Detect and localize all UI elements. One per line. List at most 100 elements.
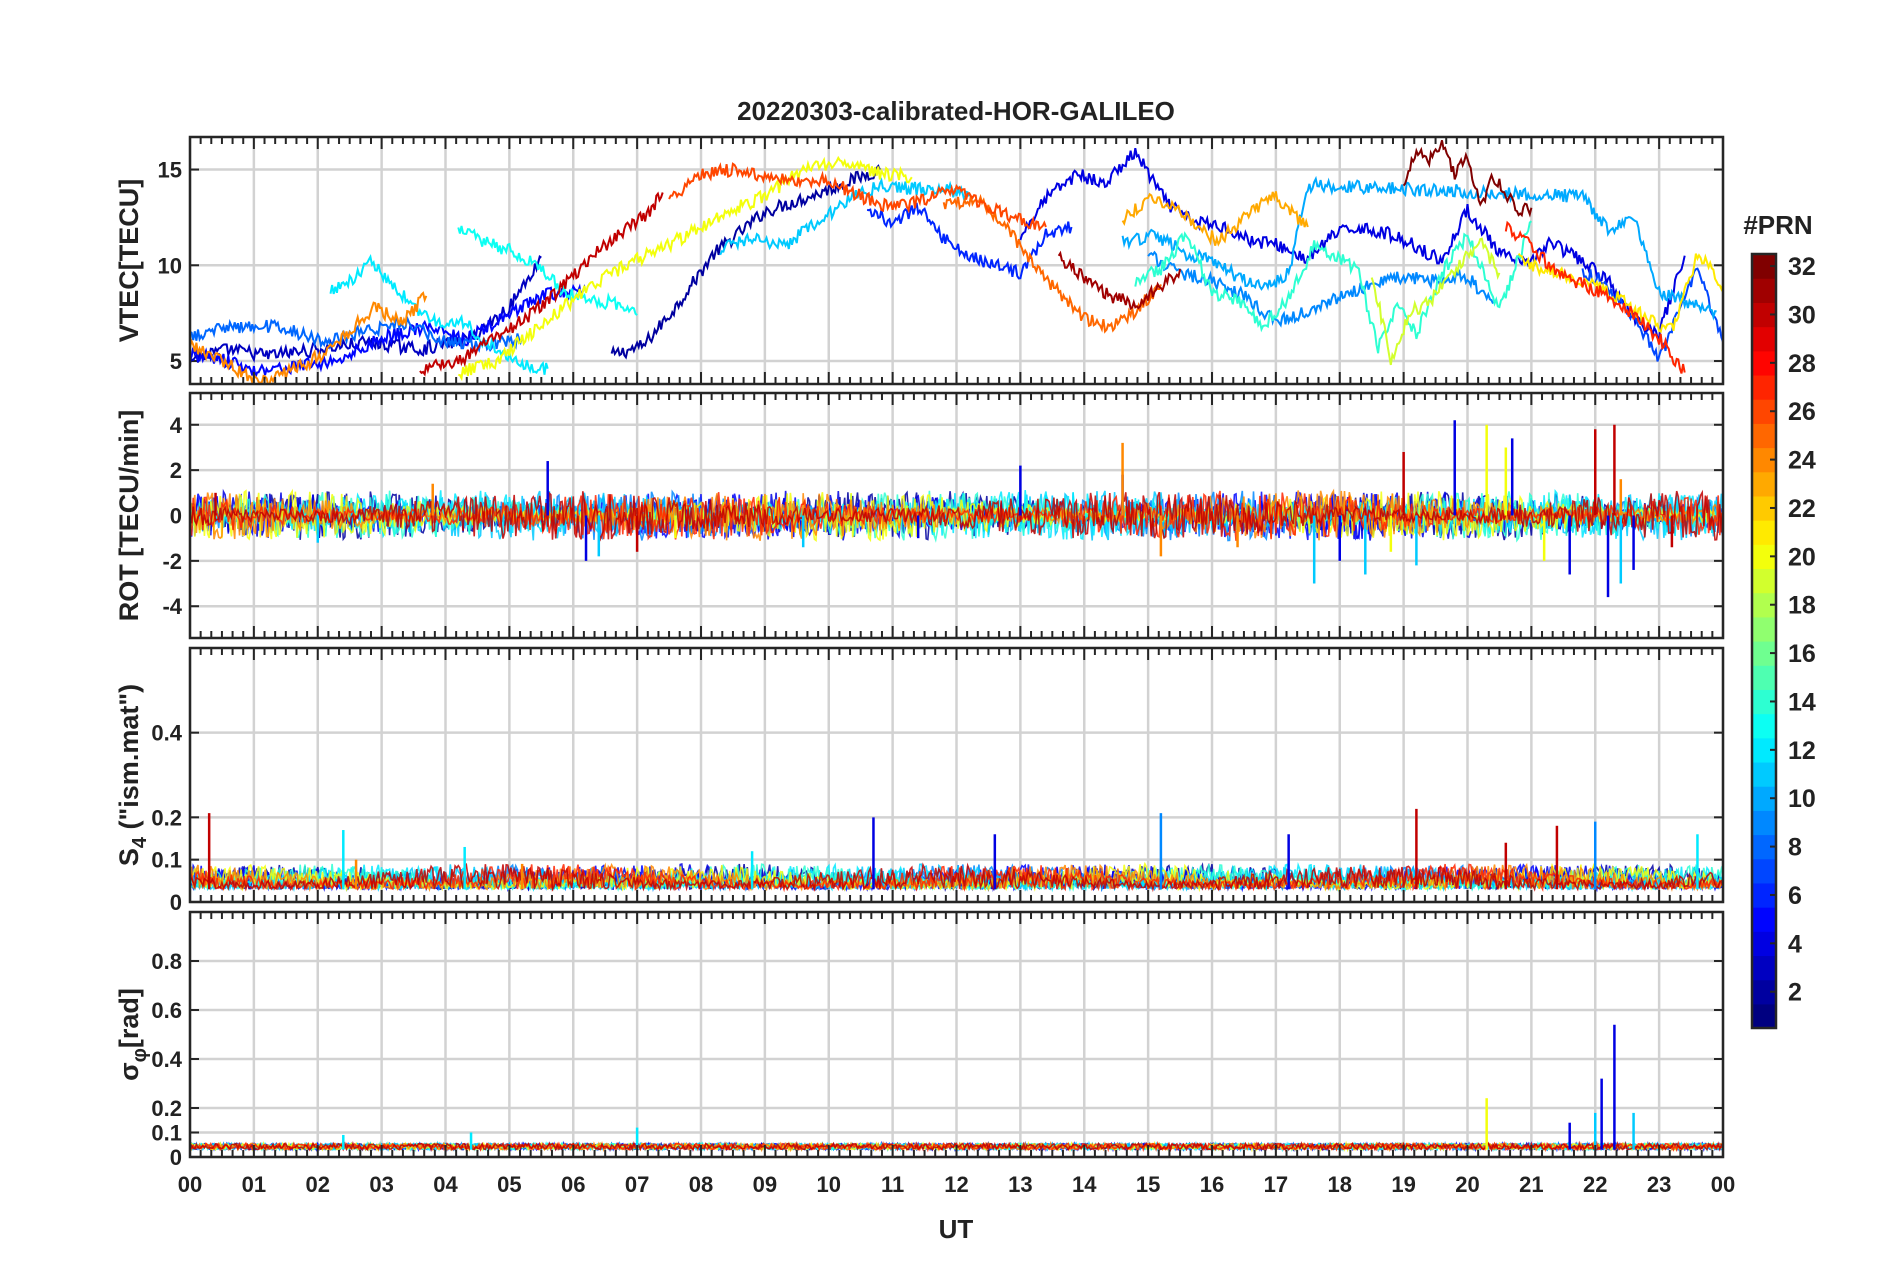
x-tick-label: 21 (1519, 1172, 1543, 1197)
series-7 (1581, 267, 1723, 362)
colorbar-segment (1752, 616, 1776, 642)
colorbar-tick-label: 4 (1788, 930, 1802, 958)
series-24 (190, 291, 428, 384)
x-tick-label: 14 (1072, 1172, 1097, 1197)
colorbar-tick-label: 8 (1788, 834, 1802, 862)
colorbar-tick-label: 16 (1788, 640, 1816, 668)
y-tick-label: 0.4 (151, 1047, 182, 1072)
panel-frame (188, 135, 1725, 386)
panel-vtec: 5 10 15 VTEC[TECU] (114, 135, 1725, 386)
x-tick-label: 19 (1391, 1172, 1415, 1197)
colorbar-tick-label: 6 (1788, 882, 1802, 910)
panel-rot: -4 -2 0 2 4 ROT [TECU/min] (114, 391, 1725, 640)
colorbar-tick-label: 28 (1788, 350, 1816, 378)
data-layer (190, 808, 1723, 893)
y-tick-label: 0.1 (151, 848, 182, 873)
y-axis-label-sigma_phi: σφ[rad] (114, 988, 151, 1081)
panel-sigma_phi: 00.10.2 0.4 0.6 0.8σφ[rad] (114, 910, 1725, 1170)
series-11 (719, 177, 971, 256)
x-tick-label: 00 (178, 1172, 202, 1197)
y-tick-label: 15 (158, 158, 182, 183)
x-tick-label: 22 (1583, 1172, 1607, 1197)
data-layer (190, 420, 1723, 598)
colorbar-segment (1752, 1003, 1776, 1029)
series-24 (190, 488, 1723, 541)
panel-s4: 0 0.1 0.2 0.4S4 ("ism.mat") (114, 646, 1725, 915)
x-tick-label: 08 (689, 1172, 713, 1197)
x-tick-label: 12 (944, 1172, 968, 1197)
y-axis-label-vtec: VTEC[TECU] (114, 179, 144, 343)
colorbar-title: #PRN (1743, 210, 1812, 240)
x-tick-label: 10 (817, 1172, 841, 1197)
y-tick-label: 0 (170, 1145, 182, 1170)
colorbar-tick-label: 10 (1788, 785, 1816, 813)
y-tick-label: 0.8 (151, 949, 182, 974)
colorbar-tick-label: 22 (1788, 495, 1816, 523)
y-axis-label-s4: S4 ("ism.mat") (114, 684, 151, 866)
series-21 (1517, 252, 1723, 334)
x-tick-label: 13 (1008, 1172, 1032, 1197)
x-tick-label: 11 (881, 1172, 904, 1197)
y-tick-label: 2 (170, 458, 182, 483)
y-axis-label-rot: ROT [TECU/min] (114, 410, 144, 621)
y-tick-label: 0.4 (151, 721, 182, 746)
series-31 (1057, 250, 1182, 311)
colorbar-segment (1752, 278, 1776, 303)
colorbar-segment (1752, 907, 1776, 932)
series-20 (458, 155, 913, 382)
x-axis-label: UT (939, 1214, 974, 1244)
colorbar-tick-label: 14 (1788, 688, 1816, 716)
series-10 (1121, 175, 1717, 321)
series-12 (329, 253, 549, 375)
data-layer (190, 140, 1723, 384)
colorbar-segment (1752, 471, 1776, 497)
y-tick-label: 4 (170, 413, 183, 438)
x-tick-label: 15 (1136, 1172, 1160, 1197)
y-tick-label: 0.6 (151, 998, 182, 1023)
x-tick-label: 23 (1647, 1172, 1671, 1197)
y-tick-label: 0 (170, 504, 182, 529)
colorbar-tick-label: 26 (1788, 398, 1816, 426)
series-13 (457, 225, 638, 316)
colorbar-tick-label: 18 (1788, 592, 1816, 620)
y-tick-label: 0.1 (151, 1121, 182, 1146)
series-2 (610, 164, 881, 360)
series-27 (1504, 220, 1686, 374)
colorbar-frame (1750, 252, 1778, 1030)
x-tick-label: 16 (1200, 1172, 1224, 1197)
colorbar-segment (1752, 374, 1776, 400)
colorbar-tick-label: 20 (1788, 543, 1816, 571)
x-tick-label: 06 (561, 1172, 585, 1197)
colorbar-segment (1752, 761, 1776, 787)
colorbar-segment (1752, 423, 1776, 449)
series-30 (419, 191, 664, 377)
x-tick-label: 07 (625, 1172, 649, 1197)
x-tick-label: 01 (242, 1172, 266, 1197)
y-tick-label: 5 (170, 349, 182, 374)
y-tick-label: 0.2 (151, 1096, 182, 1121)
series-32 (1402, 140, 1533, 218)
y-tick-label: -2 (162, 549, 182, 574)
series-30 (190, 862, 1723, 893)
x-tick-label: 17 (1264, 1172, 1288, 1197)
series-5 (190, 283, 587, 378)
colorbar-tick-label: 32 (1788, 253, 1816, 281)
x-tick-label: 05 (497, 1172, 521, 1197)
y-tick-label: 10 (158, 253, 182, 278)
colorbar-segment (1752, 955, 1776, 981)
series-14 (1134, 220, 1533, 354)
panel-frame (188, 646, 1725, 904)
series-6 (866, 202, 1073, 280)
x-tick-label: 09 (753, 1172, 777, 1197)
colorbar-segment (1752, 520, 1776, 545)
colorbar-segment (1752, 665, 1776, 690)
colorbar-tick-label: 30 (1788, 301, 1816, 329)
x-tick-label: 04 (433, 1172, 458, 1197)
x-tick-label: 03 (369, 1172, 393, 1197)
series-19 (1370, 237, 1501, 366)
x-tick-label: 20 (1455, 1172, 1479, 1197)
series-25 (942, 193, 1162, 334)
colorbar-segment (1752, 858, 1776, 884)
